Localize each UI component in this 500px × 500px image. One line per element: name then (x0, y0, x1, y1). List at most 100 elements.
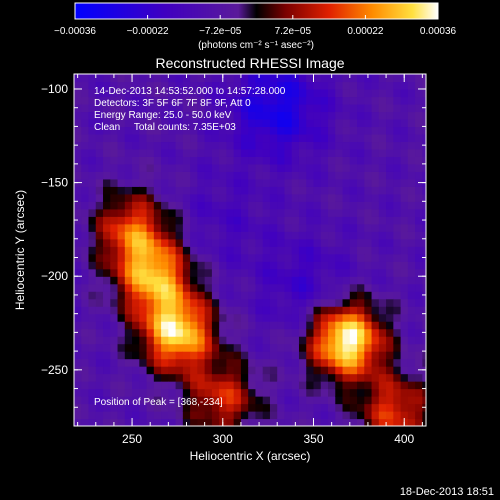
heatmap-cell (161, 96, 169, 105)
heatmap-cell (313, 238, 322, 247)
heatmap-cell (313, 253, 322, 262)
heatmap-cell (277, 201, 286, 210)
heatmap-cell (117, 366, 126, 375)
heatmap-cell (328, 253, 336, 262)
heatmap-cell (371, 96, 380, 105)
heatmap-cell (74, 321, 82, 330)
heatmap-cell (306, 306, 315, 315)
heatmap-cell (204, 388, 213, 397)
heatmap-cell (277, 223, 286, 232)
heatmap-cell (74, 358, 82, 367)
heatmap-cell (371, 321, 380, 330)
heatmap-cell (240, 96, 249, 105)
heatmap-cell (146, 111, 155, 120)
heatmap-cell (407, 81, 416, 90)
heatmap-cell (284, 336, 293, 345)
heatmap-cell (386, 298, 394, 307)
heatmap-cell (248, 366, 257, 375)
heatmap-cell (400, 411, 409, 420)
heatmap-cell (269, 328, 278, 337)
heatmap-cell (124, 171, 133, 180)
heatmap-cell (357, 163, 365, 172)
heatmap-cell (364, 411, 373, 420)
heatmap-cell (139, 343, 148, 352)
heatmap-cell (349, 231, 358, 240)
heatmap-cell (386, 81, 394, 90)
heatmap-cell (378, 246, 387, 255)
heatmap-cell (95, 216, 104, 225)
heatmap-cell (349, 133, 358, 143)
heatmap-cell (320, 156, 329, 165)
heatmap-cell (240, 133, 249, 143)
heatmap-cell (306, 418, 315, 426)
heatmap-cell (226, 148, 235, 157)
heatmap-cell (269, 411, 278, 420)
heatmap-cell (291, 358, 300, 367)
heatmap-cell (219, 343, 228, 352)
heatmap-cell (335, 74, 344, 83)
heatmap-cell (175, 313, 184, 322)
heatmap-cell (117, 321, 126, 330)
heatmap-cell (103, 306, 111, 315)
heatmap-cell (364, 231, 373, 240)
heatmap-cell (313, 268, 322, 277)
heatmap-cell (386, 238, 394, 247)
heatmap-cell (211, 276, 220, 285)
heatmap-cell (269, 321, 278, 330)
heatmap-cell (74, 156, 82, 165)
heatmap-cell (132, 118, 140, 128)
heatmap-cell (168, 171, 177, 180)
heatmap-cell (233, 403, 242, 412)
heatmap-cell (219, 111, 228, 120)
heatmap-cell (103, 148, 111, 157)
heatmap-cell (407, 216, 416, 225)
heatmap-cell (88, 118, 97, 128)
heatmap-cell (110, 111, 119, 120)
x-tick-label: 400 (394, 432, 414, 446)
heatmap-cell (211, 186, 220, 195)
heatmap-cell (219, 81, 228, 90)
heatmap-cell (422, 306, 426, 315)
y-axis-label: Heliocentric Y (arcsec) (13, 190, 27, 310)
heatmap-cell (226, 208, 235, 217)
heatmap-cell (175, 178, 184, 187)
heatmap-cell (197, 418, 206, 426)
heatmap-cell (415, 321, 423, 330)
heatmap-cell (255, 216, 264, 225)
heatmap-cell (248, 111, 257, 120)
heatmap-cell (335, 411, 344, 420)
heatmap-cell (320, 186, 329, 195)
heatmap-cell (110, 148, 119, 157)
heatmap-cell (306, 253, 315, 262)
heatmap-cell (124, 358, 133, 367)
heatmap-cell (110, 201, 119, 210)
heatmap-cell (219, 358, 228, 367)
heatmap-cell (95, 328, 104, 337)
heatmap-cell (291, 126, 300, 135)
heatmap-cell (328, 373, 336, 382)
colorbar-tick-label: −0.00036 (54, 26, 96, 37)
heatmap-cell (117, 163, 126, 172)
heatmap-cell (219, 208, 228, 217)
heatmap-cell (124, 96, 133, 105)
heatmap-cell (335, 126, 344, 135)
heatmap-cell (364, 201, 373, 210)
heatmap-cell (95, 321, 104, 330)
heatmap-cell (190, 268, 198, 277)
heatmap-cell (124, 111, 133, 120)
heatmap-cell (255, 96, 264, 105)
heatmap-cell (306, 261, 315, 270)
heatmap-cell (95, 373, 104, 382)
heatmap-cell (124, 396, 133, 405)
heatmap-cell (103, 403, 111, 412)
heatmap-cell (139, 291, 148, 300)
heatmap-cell (240, 411, 249, 420)
heatmap-cell (95, 201, 104, 210)
heatmap-cell (103, 328, 111, 337)
heatmap-cell (168, 178, 177, 187)
heatmap-cell (407, 366, 416, 375)
heatmap-cell (291, 388, 300, 397)
heatmap-cell (248, 418, 257, 426)
heatmap-cell (153, 88, 162, 98)
heatmap-cell (371, 216, 380, 225)
